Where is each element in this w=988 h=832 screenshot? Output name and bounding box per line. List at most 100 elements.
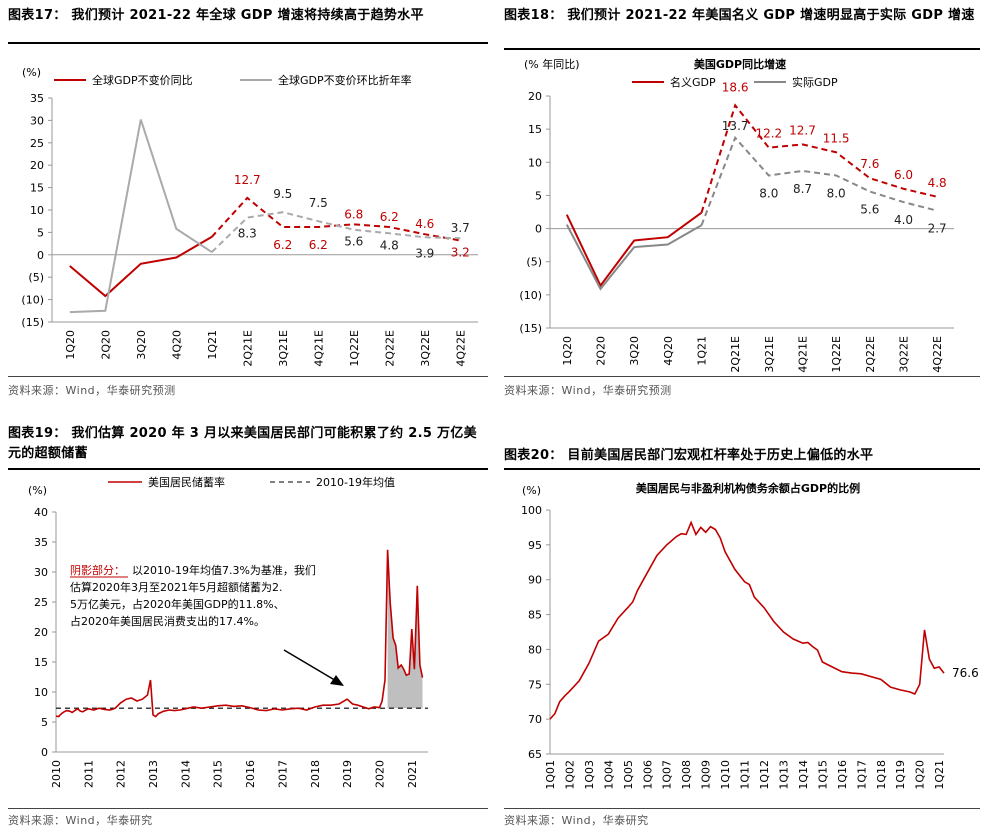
data-label: 13.7	[722, 119, 749, 133]
x-tick-label: 1Q01	[544, 760, 557, 790]
series-line	[55, 549, 424, 718]
series-line-forecast	[700, 103, 938, 213]
x-tick-label: 1Q21	[206, 330, 219, 360]
chart-title: 图表19： 我们估算 2020 年 3 月以来美国居民部门可能积累了约 2.5 …	[8, 426, 477, 461]
x-tick-label: 4Q22E	[931, 336, 944, 373]
data-label: 6.2	[309, 238, 328, 252]
series-line-actual	[69, 119, 213, 314]
x-tick-label: 2Q22E	[383, 330, 396, 367]
y-tick-label: 25	[34, 596, 48, 609]
y-tick-label: 20	[528, 90, 542, 103]
x-tick-label: 1Q12	[758, 760, 771, 790]
data-label: 12.7	[789, 123, 816, 137]
x-tick-label: 4Q22E	[454, 330, 467, 367]
x-tick-label: 3Q21E	[277, 330, 290, 367]
end-value-label: 76.6	[952, 666, 979, 680]
y-tick-label: 20	[34, 626, 48, 639]
data-label: 3.9	[415, 246, 434, 260]
y-tick-label: 5	[535, 189, 542, 202]
y-tick-label: 95	[528, 539, 542, 552]
y-tick-label: 90	[528, 574, 542, 587]
x-tick-label: 3Q20	[135, 330, 148, 360]
x-tick-label: 1Q20	[914, 760, 927, 790]
y-tick-label: (10)	[21, 294, 44, 307]
series-line-forecast	[211, 211, 461, 253]
x-tick-label: 1Q22E	[348, 330, 361, 367]
legend-label: 实际GDP	[792, 75, 838, 89]
x-tick-label: 2Q20	[99, 330, 112, 360]
x-tick-label: 2Q20	[595, 336, 608, 366]
y-tick-label: 80	[528, 643, 542, 656]
y-tick-label: 30	[30, 114, 44, 127]
y-tick-label: 5	[41, 716, 48, 729]
y-tick-label: 85	[528, 609, 542, 622]
x-tick-label: 2019	[341, 760, 354, 788]
x-tick-label: 2017	[276, 760, 289, 788]
x-tick-label: 1Q16	[836, 760, 849, 790]
chart-panel-savings: 图表19： 我们估算 2020 年 3 月以来美国居民部门可能积累了约 2.5 …	[8, 424, 488, 832]
x-tick-label: 3Q22E	[419, 330, 432, 367]
y-tick-label: 65	[528, 748, 542, 761]
chart-subtitle: 美国居民与非盈利机构债务余额占GDP的比例	[636, 481, 860, 495]
data-label: 2.7	[928, 222, 947, 236]
x-tick-label: 1Q18	[875, 760, 888, 790]
y-tick-label: 5	[37, 226, 44, 239]
y-tick-label: (5)	[526, 256, 542, 269]
y-tick-label: 35	[30, 92, 44, 105]
x-tick-label: 2010	[50, 760, 63, 788]
x-tick-label: 1Q10	[719, 760, 732, 790]
annotation-line: 占2020年美国居民消费支出的17.4%。	[70, 614, 265, 628]
x-tick-label: 1Q03	[583, 760, 596, 790]
x-tick-label: 2Q21E	[729, 336, 742, 373]
series-line-actual	[565, 211, 703, 288]
annotation-arrowhead	[330, 675, 344, 686]
x-tick-label: 1Q17	[855, 760, 868, 790]
y-tick-label: (5)	[28, 271, 44, 284]
y-tick-label: (15)	[519, 322, 542, 335]
x-tick-label: 2013	[147, 760, 160, 788]
x-tick-label: 1Q19	[894, 760, 907, 790]
x-tick-label: 1Q21	[933, 760, 946, 790]
x-tick-label: 2015	[212, 760, 225, 788]
data-label: 11.5	[823, 131, 850, 145]
series-line-actual	[69, 236, 213, 298]
x-tick-label: 1Q20	[561, 336, 574, 366]
legend-label-mean: 2010-19年均值	[316, 475, 395, 489]
title-rule	[8, 468, 488, 470]
data-label: 8.0	[759, 187, 778, 201]
y-tick-label: 35	[34, 536, 48, 549]
x-tick-label: 3Q21E	[763, 336, 776, 373]
x-tick-label: 1Q04	[602, 760, 615, 790]
data-label: 4.6	[415, 217, 434, 231]
chart-subtitle: 美国GDP同比增速	[694, 57, 786, 71]
x-tick-label: 1Q13	[777, 760, 790, 790]
chart-title: 图表18： 我们预计 2021-22 年美国名义 GDP 增速明显高于实际 GD…	[504, 8, 975, 23]
x-tick-label: 4Q21E	[312, 330, 325, 367]
legend-label: 全球GDP不变价环比折年率	[278, 73, 412, 87]
legend-label: 名义GDP	[670, 75, 716, 89]
x-tick-label: 1Q08	[680, 760, 693, 790]
data-label: 6.8	[344, 207, 363, 221]
series-line-forecast	[700, 135, 938, 226]
data-label: 18.6	[722, 80, 749, 94]
data-label: 4.8	[380, 238, 399, 252]
x-tick-label: 1Q05	[622, 760, 635, 790]
y-tick-label: 40	[34, 506, 48, 519]
x-tick-label: 3Q22E	[898, 336, 911, 373]
x-tick-label: 4Q20	[170, 330, 183, 360]
chart-title: 图表17： 我们预计 2021-22 年全球 GDP 增速将持续高于趋势水平	[8, 8, 424, 23]
y-tick-label: 25	[30, 137, 44, 150]
source-note: 资料来源：Wind，华泰研究预测	[504, 384, 672, 397]
y-tick-label: 0	[41, 746, 48, 759]
x-tick-label: 1Q06	[641, 760, 654, 790]
title-rule	[504, 48, 980, 50]
x-tick-label: 2020	[373, 760, 386, 788]
data-label: 12.7	[234, 173, 261, 187]
y-tick-label: (10)	[519, 289, 542, 302]
data-label: 5.6	[860, 202, 879, 216]
legend-label: 全球GDP不变价同比	[92, 73, 193, 87]
y-tick-label: 0	[37, 249, 44, 262]
data-label: 8.7	[793, 182, 812, 196]
y-tick-label: (15)	[21, 316, 44, 329]
